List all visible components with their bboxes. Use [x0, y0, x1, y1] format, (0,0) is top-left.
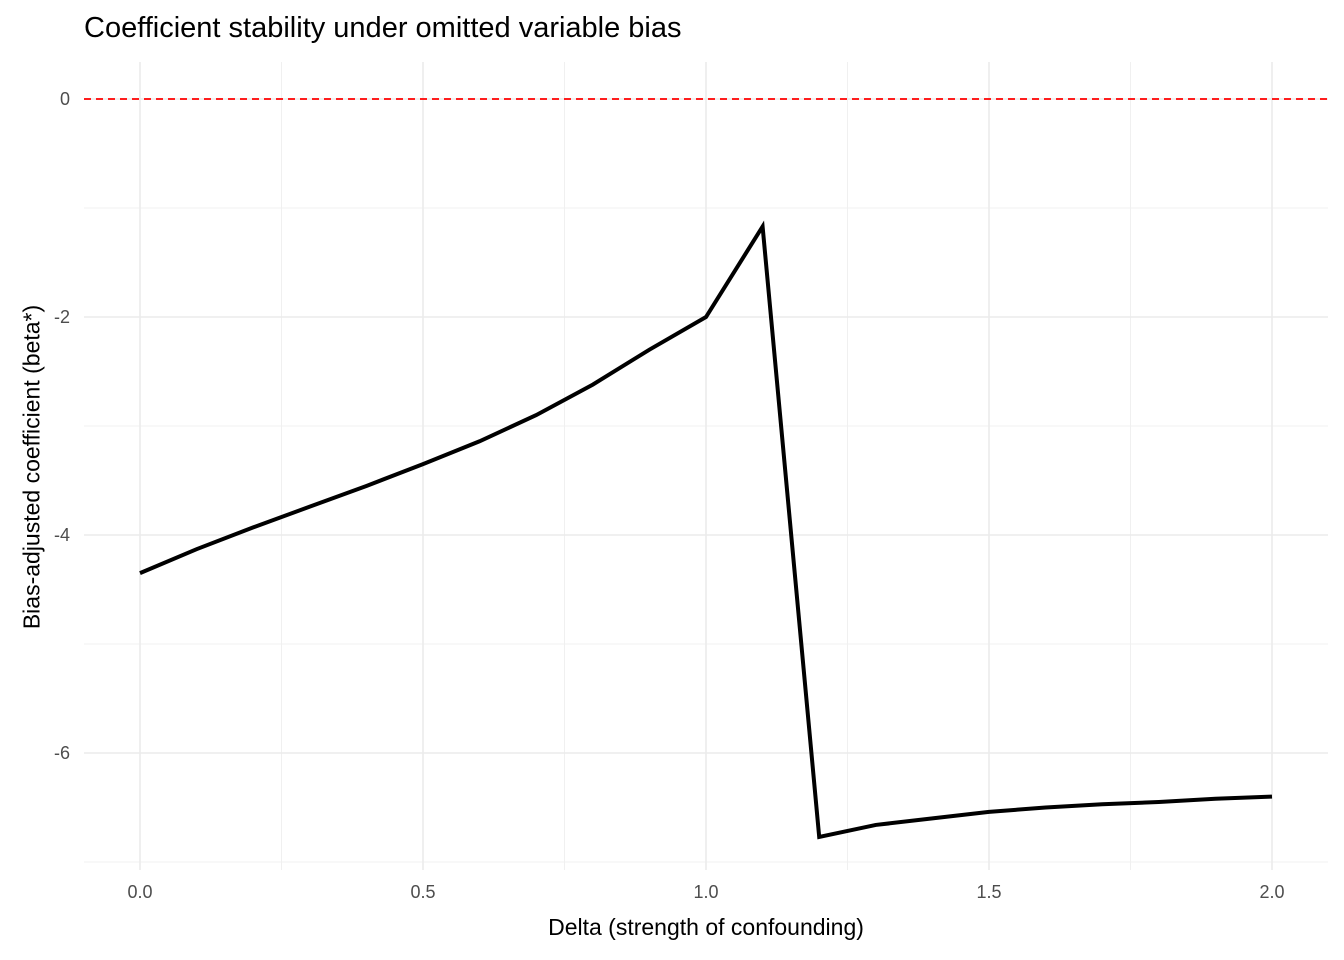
y-tick-label: -2 — [54, 307, 70, 327]
x-tick-label: 0.5 — [410, 882, 435, 902]
data-line — [139, 220, 1273, 840]
y-tick-label: -6 — [54, 743, 70, 763]
x-axis-label: Delta (strength of confounding) — [548, 914, 864, 940]
x-tick-label: 2.0 — [1259, 882, 1284, 902]
x-tick-label: 1.5 — [976, 882, 1001, 902]
x-tick-label: 0.0 — [127, 882, 152, 902]
major-gridlines — [84, 62, 1328, 870]
y-tick-label: -4 — [54, 525, 70, 545]
y-axis-ticks: 0 -2 -4 -6 — [54, 89, 70, 763]
y-tick-label: 0 — [60, 89, 70, 109]
x-tick-label: 1.0 — [693, 882, 718, 902]
x-axis-ticks: 0.0 0.5 1.0 1.5 2.0 — [127, 882, 1284, 902]
chart-title: Coefficient stability under omitted vari… — [84, 12, 682, 44]
